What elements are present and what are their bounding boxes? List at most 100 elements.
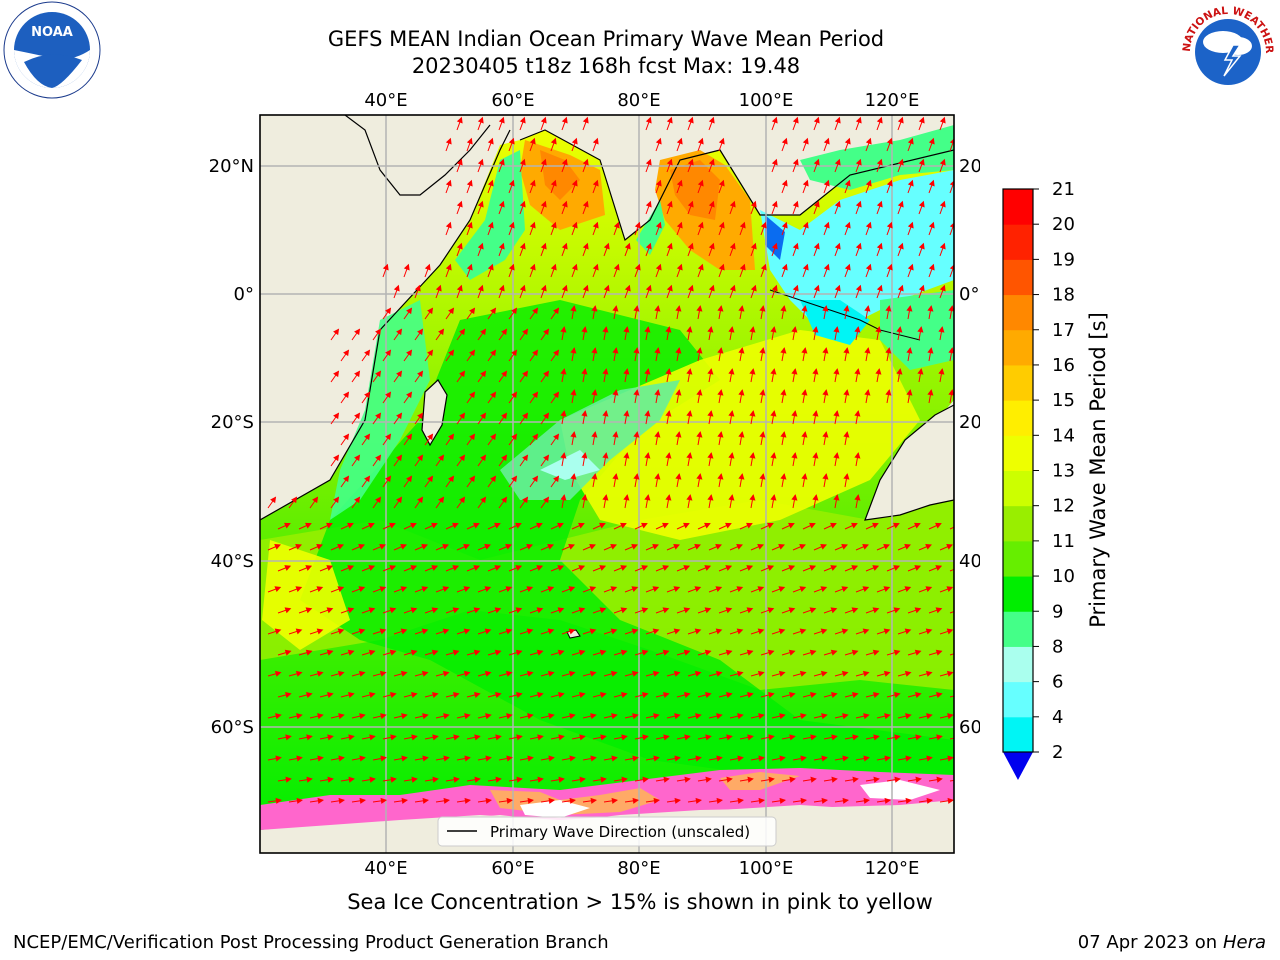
wave-arrow-head [490,391,497,399]
wave-arrow-head [401,755,408,762]
lon-label-top: 100°E [739,90,794,111]
wave-arrow-head [830,649,838,656]
wave-arrow-head [746,649,754,656]
colorbar-tick-label: 12 [1052,496,1075,517]
wave-arrow-head [872,607,880,614]
wave-arrow-head [715,628,723,635]
wave-arrow-head [516,692,523,698]
wave-arrow-head [948,389,954,396]
wave-arrow-head [469,475,476,483]
wave-arrow-head [696,431,703,438]
wave-arrow-head [893,649,901,656]
wave-arrow-head [484,628,492,635]
wave-arrow-head [675,347,682,354]
wave-arrow-head [736,543,743,550]
wave-arrow-head [813,242,820,250]
wave-arrow-head [612,305,619,312]
wave-arrow-head [480,454,487,462]
wave-arrow-head [926,797,933,804]
wave-arrow-head [792,158,799,166]
wave-arrow-head [477,200,484,208]
wave-arrow-head [894,734,901,741]
wave-arrow-head [855,284,862,292]
colorbar-tick-label: 17 [1052,320,1075,341]
wave-arrow-head [918,242,925,250]
wave-arrow-head [759,389,766,396]
wave-arrow-head [865,137,872,145]
wave-arrow-head [809,607,817,614]
wave-arrow-head [385,349,392,357]
wave-arrow-head [557,522,564,529]
wave-arrow-head [645,116,652,124]
wave-arrow-head [456,284,463,292]
wave-arrow-head [581,410,588,417]
wave-arrow-head [610,543,617,550]
wave-arrow-head [770,410,777,417]
lon-label-top: 40°E [364,90,407,111]
wave-arrow-head [477,242,484,250]
wave-arrow-head [925,628,933,635]
wave-arrow-head [359,713,366,720]
wave-arrow-head [652,586,660,593]
wave-arrow-head [599,522,606,529]
wave-arrow-head [928,263,935,271]
wave-arrow-head [600,734,607,741]
wave-arrow-head [687,284,694,292]
colorbar-tick-label: 9 [1052,601,1063,622]
wave-arrow-head [939,284,946,292]
wave-arrow-head [728,452,735,459]
wave-arrow-head [673,543,680,550]
wave-arrow-head [369,692,376,698]
wave-arrow-head [896,326,903,333]
wave-arrow-head [275,713,282,720]
wave-arrow-head [854,368,861,375]
wave-arrow-head [728,410,735,417]
wave-arrow-head [665,452,672,459]
wave-arrow-head [522,412,529,420]
wave-arrow-head [675,431,682,438]
wave-arrow-head [778,628,786,635]
legend-label: Primary Wave Direction (unscaled) [490,823,750,841]
wave-arrow-head [484,586,492,593]
wave-arrow-head [855,242,862,250]
wave-arrow-head [589,628,597,635]
wave-arrow-head [946,670,954,677]
colorbar-box [1003,224,1033,260]
wave-arrow-head [435,284,442,292]
wave-arrow-head [406,391,413,399]
wave-arrow [949,695,954,698]
australia [864,404,954,521]
wave-arrow-head [358,543,365,550]
wave-arrow-head [590,713,597,720]
wave-arrow-head [707,410,714,417]
wave-arrow-head [926,713,933,720]
wave-arrow-head [473,565,481,571]
wave-arrow-head [939,242,946,250]
wave-arrow-head [781,221,788,229]
wave-arrow-head [379,543,386,550]
wave-arrow-head [696,389,703,396]
wave-arrow-head [872,565,880,571]
wave-arrow-head [421,628,429,635]
wave-arrow-head [862,586,870,593]
wave-arrow-head [738,347,745,354]
wave-arrow-head [354,412,361,420]
wave-arrow-head [333,496,340,504]
wave-arrow-head [275,797,282,804]
colorbar-ticks: 2 4 6 8 9 10 11 12 13 14 15 16 17 18 19 20 21 [1033,180,1075,763]
lat-label-left: 60°S [211,717,254,738]
wave-arrow-head [768,692,775,698]
wave-arrow-head [886,179,893,187]
wave-arrow-head [571,137,578,145]
wave-arrow-head [406,349,413,357]
wave-arrow-head [864,347,871,354]
wave-arrow-head [791,410,798,417]
wave-arrow-head [466,263,473,271]
wave-arrow-head [767,565,775,571]
wave-arrow-head [875,326,882,333]
wave-arrow-head [675,473,682,480]
wave-arrow-head [368,607,376,614]
wave-arrow-head [780,389,787,396]
wave-arrow-head [781,263,788,271]
wave-arrow-head [498,200,505,208]
